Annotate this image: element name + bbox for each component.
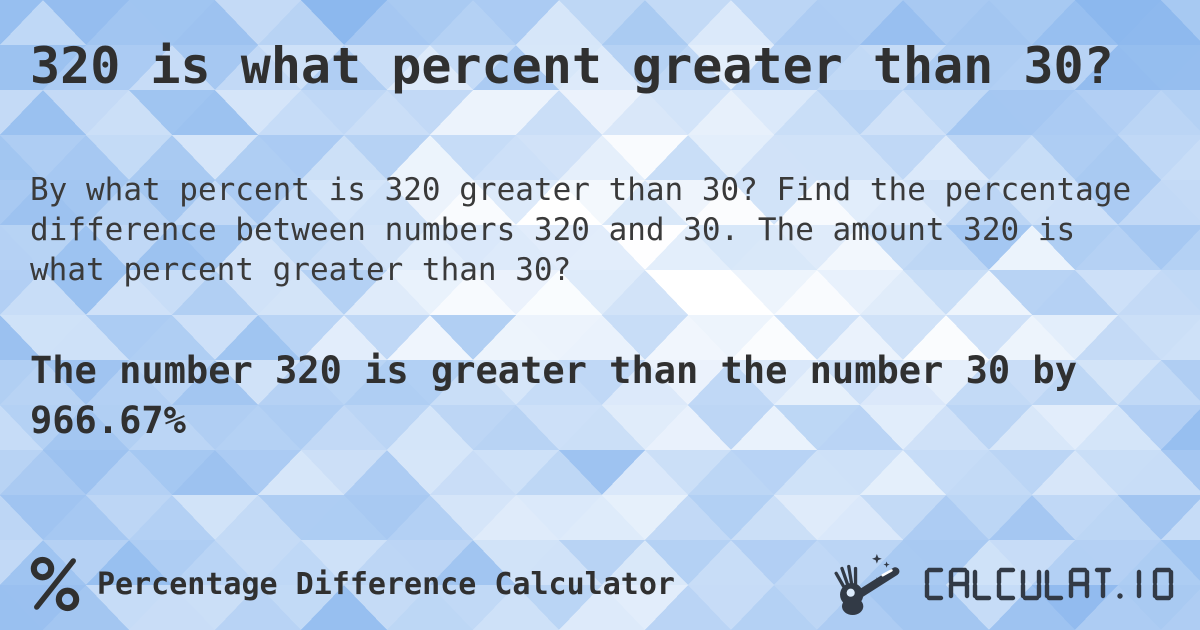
hand-ok-hole <box>846 588 855 597</box>
brand: Percentage Difference Calculator <box>30 554 675 614</box>
page-description: By what percent is 320 greater than 30? … <box>30 172 1132 288</box>
wand-slot-highlight <box>881 569 893 577</box>
footer: Percentage Difference Calculator <box>30 552 1176 616</box>
percent-icon <box>30 556 80 612</box>
page-title: 320 is what percent greater than 30? <box>30 37 1114 95</box>
calculatio-logo <box>834 552 1176 616</box>
sparkle-stars <box>872 553 890 585</box>
logo-segment-text <box>924 567 1174 601</box>
brand-label: Percentage Difference Calculator <box>97 566 675 602</box>
magic-wand-hand-icon <box>834 553 900 616</box>
hand-wrist <box>841 597 864 616</box>
result-text: The number 320 is greater than the numbe… <box>30 349 1077 442</box>
